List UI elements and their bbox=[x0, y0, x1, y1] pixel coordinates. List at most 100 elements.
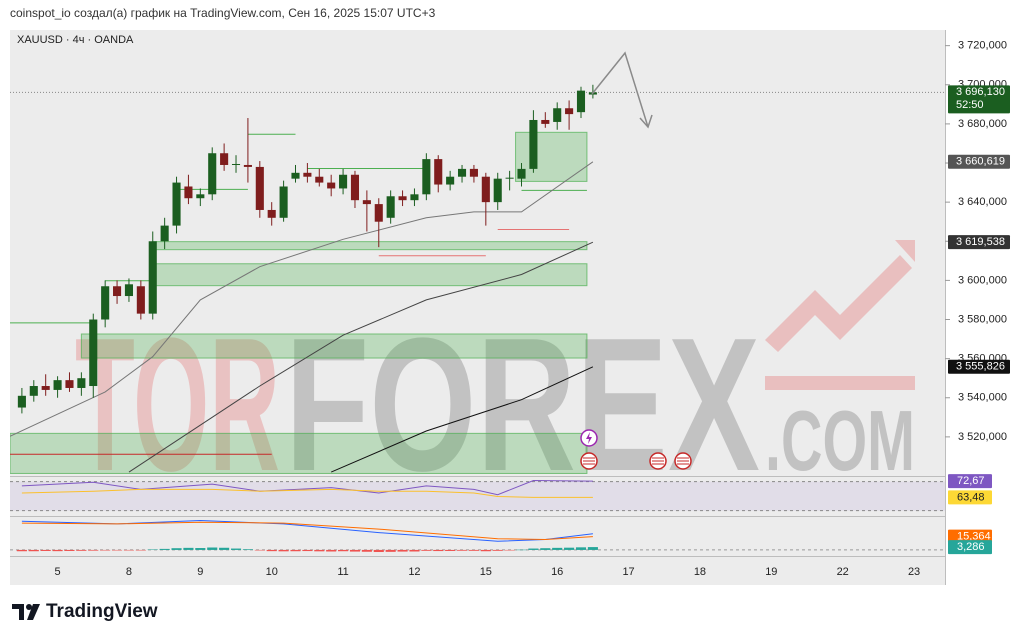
macd-histogram-bar bbox=[302, 549, 313, 552]
candle-body bbox=[303, 172, 312, 177]
macd-histogram-bar bbox=[397, 549, 408, 552]
macd-histogram-bar bbox=[242, 549, 253, 550]
y-tick-label: 3 680,000 bbox=[958, 118, 1007, 130]
drawing-arrow bbox=[591, 51, 649, 128]
macd-histogram-bar bbox=[266, 549, 277, 552]
price-label-box bbox=[948, 359, 1010, 374]
price-label: 3 619,538 bbox=[956, 236, 1005, 248]
macd-histogram-bar bbox=[88, 549, 99, 551]
candle-body bbox=[89, 319, 98, 387]
macd-histogram-bar bbox=[349, 549, 361, 552]
macd-histogram-bar bbox=[76, 549, 87, 551]
x-tick-label: 9 bbox=[197, 566, 203, 578]
x-tick-label: 18 bbox=[694, 566, 706, 578]
macd-histogram-bar bbox=[16, 549, 27, 552]
y-tick-label: 3 520,000 bbox=[958, 431, 1007, 443]
macd-histogram-bar bbox=[468, 549, 479, 551]
macd-line bbox=[21, 521, 593, 541]
candle-body bbox=[243, 164, 252, 167]
candle-body bbox=[505, 177, 514, 179]
x-tick-label: 17 bbox=[622, 566, 634, 578]
candle-body bbox=[481, 176, 490, 203]
candle-body bbox=[65, 380, 74, 388]
event-icons bbox=[580, 429, 692, 470]
candle-body bbox=[553, 108, 562, 122]
candle-body bbox=[148, 241, 157, 314]
zone bbox=[152, 241, 588, 251]
macd-histogram-bar bbox=[361, 549, 372, 552]
macd-histogram-bar bbox=[290, 549, 301, 552]
drawing-arrowhead bbox=[639, 114, 653, 129]
moving-average bbox=[331, 366, 594, 473]
x-tick-label: 12 bbox=[408, 566, 420, 578]
candle-body bbox=[457, 168, 467, 177]
price-label-box bbox=[948, 235, 1010, 250]
candle-body bbox=[124, 284, 134, 297]
x-tick-label: 5 bbox=[55, 566, 61, 578]
price-label: 3 660,619 bbox=[956, 156, 1005, 168]
x-tick-label: 10 bbox=[266, 566, 278, 578]
brand-logo bbox=[12, 604, 40, 620]
macd-histogram-bar bbox=[421, 549, 432, 551]
x-tick-label: 15 bbox=[480, 566, 492, 578]
macd-histogram-bar bbox=[28, 549, 39, 552]
watermark-logo bbox=[765, 255, 912, 352]
y-tick-label: 3 580,000 bbox=[958, 313, 1007, 325]
indicator-label-box bbox=[948, 540, 992, 555]
indicator-label: 63,48 bbox=[957, 491, 985, 503]
candle-body bbox=[291, 172, 300, 179]
y-tick-label: 3 720,000 bbox=[958, 40, 1007, 52]
candle-body bbox=[422, 159, 431, 195]
price-pane bbox=[10, 84, 945, 474]
macd-histogram-bar bbox=[456, 549, 468, 551]
candle-body bbox=[220, 153, 229, 165]
candle-body bbox=[184, 186, 193, 199]
candle-body bbox=[136, 286, 145, 314]
macd-histogram-bar bbox=[314, 549, 325, 552]
candle-body bbox=[101, 286, 110, 320]
x-tick-label: 19 bbox=[765, 566, 777, 578]
macd-histogram-bar bbox=[433, 549, 444, 552]
candle-body bbox=[231, 163, 241, 165]
zone bbox=[80, 333, 588, 359]
macd-histogram-bar bbox=[409, 549, 420, 552]
candle-body bbox=[529, 119, 538, 169]
watermark-logo bbox=[895, 240, 915, 262]
brand-logo-mark bbox=[12, 604, 24, 620]
price-label-box bbox=[948, 154, 1010, 169]
candle-body bbox=[41, 386, 50, 390]
macd-histogram-bar bbox=[492, 549, 503, 551]
macd-histogram-bar bbox=[183, 547, 194, 550]
macd-histogram-bar bbox=[254, 549, 265, 551]
brand-logo-mark bbox=[27, 604, 40, 620]
header-text: coinspot_io создал(а) график на TradingV… bbox=[10, 6, 436, 20]
indicator-label: 72,67 bbox=[957, 475, 985, 487]
candle-body bbox=[113, 286, 122, 297]
x-tick-label: 11 bbox=[337, 566, 348, 578]
chart-background bbox=[10, 30, 945, 585]
watermark-text: FOREX bbox=[285, 299, 760, 511]
candle-body bbox=[172, 182, 181, 226]
indicator-label: 3,286 bbox=[957, 541, 985, 553]
candle-body bbox=[410, 194, 419, 201]
zone bbox=[10, 432, 588, 474]
macd-histogram-bar bbox=[552, 547, 563, 550]
candle-body bbox=[315, 176, 324, 183]
macd-histogram-bar bbox=[159, 548, 170, 550]
moving-average bbox=[10, 161, 594, 437]
candle-body bbox=[255, 166, 264, 210]
rsi-line bbox=[21, 488, 593, 498]
candle-body bbox=[77, 378, 86, 388]
candle-body bbox=[339, 174, 348, 189]
countdown: 52:50 bbox=[956, 99, 984, 111]
macd-histogram-bar bbox=[385, 549, 396, 552]
macd-histogram-bar bbox=[207, 547, 218, 550]
macd-histogram-bar bbox=[123, 549, 135, 551]
price-label-box bbox=[948, 85, 1010, 114]
macd-histogram-bar bbox=[587, 547, 598, 550]
candle-body bbox=[17, 395, 26, 408]
price-label: 3 696,130 bbox=[956, 86, 1005, 98]
candle-body bbox=[29, 386, 38, 396]
candle-body bbox=[434, 159, 443, 185]
